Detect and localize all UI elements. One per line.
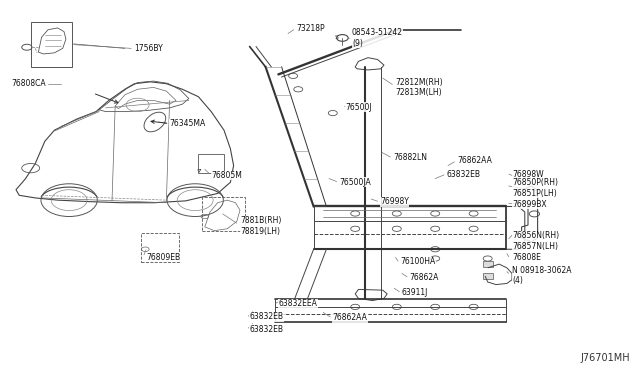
Text: 76862AA: 76862AA	[333, 313, 367, 322]
Text: 76100HA: 76100HA	[401, 257, 436, 266]
Text: 76998Y: 76998Y	[380, 198, 409, 206]
Text: 73218P: 73218P	[296, 24, 325, 33]
Text: 76808CA: 76808CA	[12, 79, 46, 88]
Text: 76856N(RH)
76857N(LH): 76856N(RH) 76857N(LH)	[512, 231, 559, 251]
Text: 76850P(RH)
76851P(LH): 76850P(RH) 76851P(LH)	[512, 178, 558, 198]
Text: 72812M(RH)
72813M(LH): 72812M(RH) 72813M(LH)	[396, 78, 443, 97]
Bar	[198, 154, 224, 173]
Bar	[141, 233, 179, 262]
Bar	[483, 261, 493, 267]
Text: 76500JA: 76500JA	[339, 178, 371, 187]
Text: 76862A: 76862A	[410, 273, 439, 282]
Text: 76345MA: 76345MA	[169, 119, 205, 128]
Text: 76898W: 76898W	[512, 170, 543, 179]
Bar	[202, 197, 245, 231]
Text: 08543-51242
(9): 08543-51242 (9)	[352, 28, 403, 48]
Text: 76805M: 76805M	[211, 171, 242, 180]
Text: 7881B(RH)
78819(LH): 7881B(RH) 78819(LH)	[241, 217, 282, 236]
Text: 76809EB: 76809EB	[146, 253, 180, 262]
Text: 76882LN: 76882LN	[393, 153, 427, 162]
Text: 63911J: 63911J	[402, 288, 428, 297]
Text: 76500J: 76500J	[346, 103, 372, 112]
Bar	[483, 273, 493, 279]
Text: 63832EB: 63832EB	[250, 325, 284, 334]
Text: 63832EB: 63832EB	[447, 170, 481, 179]
Text: 76899BX: 76899BX	[512, 200, 547, 209]
Text: 76862AA: 76862AA	[457, 156, 492, 165]
Text: J76701MH: J76701MH	[580, 353, 630, 363]
Text: 63832EB: 63832EB	[250, 312, 284, 321]
Text: 76808E: 76808E	[512, 253, 541, 262]
Text: 1756BY: 1756BY	[134, 44, 163, 53]
Text: N 08918-3062A
(4): N 08918-3062A (4)	[512, 266, 572, 285]
Text: 63832EEA: 63832EEA	[278, 299, 317, 308]
Text: S: S	[335, 35, 339, 41]
